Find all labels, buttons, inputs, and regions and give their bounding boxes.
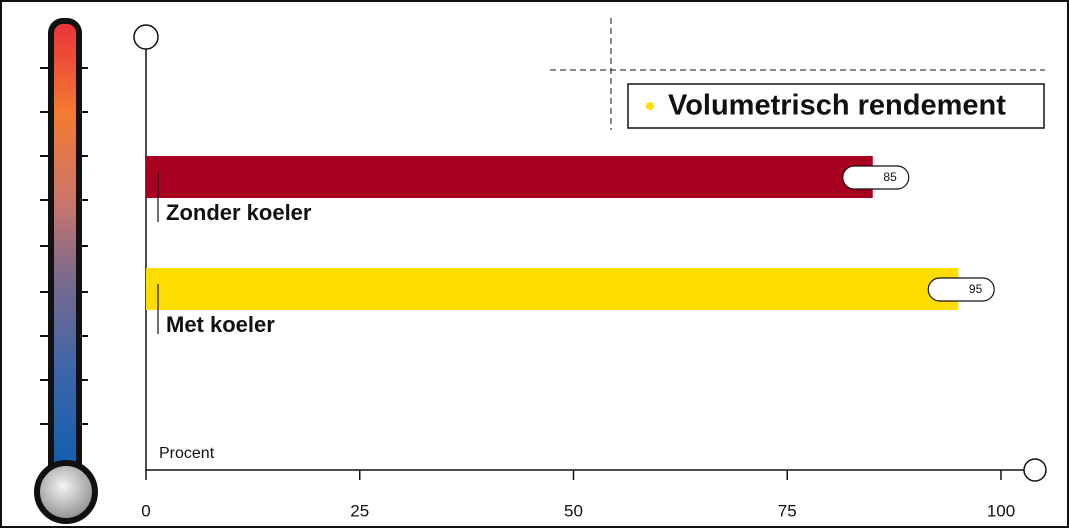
- axis-cap: [133, 24, 159, 50]
- chart-title: Volumetrisch rendement: [668, 90, 1006, 122]
- bar: [146, 156, 873, 198]
- value-label: 95: [969, 282, 983, 296]
- title-box: [627, 83, 1045, 129]
- x-tick-label: 0: [141, 501, 150, 520]
- x-tick-label: 100: [987, 501, 1015, 520]
- category-label: Met koeler: [166, 312, 275, 337]
- axis-cap: [1023, 458, 1047, 482]
- value-pill: [842, 165, 910, 190]
- x-tick-label: 50: [564, 501, 583, 520]
- thermometer: [34, 18, 98, 524]
- value-pill: [927, 277, 995, 302]
- value-label: 85: [883, 170, 897, 184]
- x-tick-label: 75: [778, 501, 797, 520]
- title-marker: [646, 102, 654, 110]
- x-tick-label: 25: [350, 501, 369, 520]
- category-label: Zonder koeler: [166, 200, 312, 225]
- x-axis-label: Procent: [159, 445, 215, 462]
- bar: [146, 268, 959, 310]
